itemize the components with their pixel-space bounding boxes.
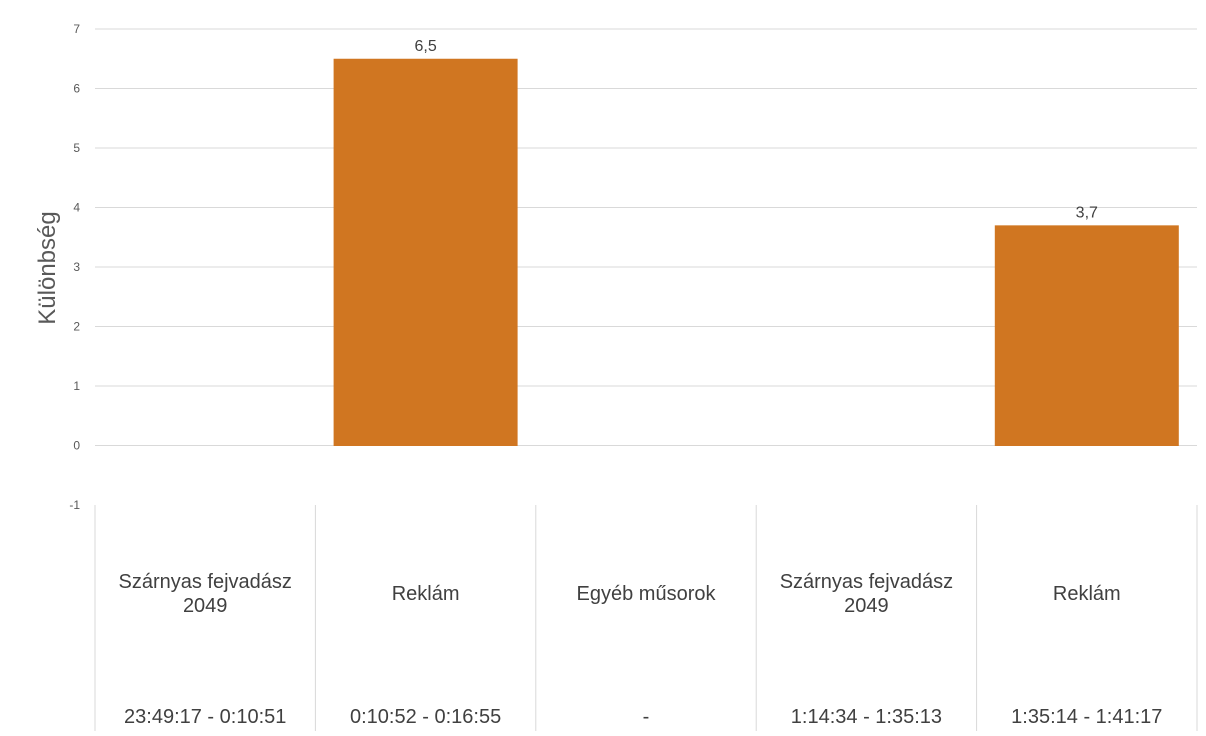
bar <box>333 58 518 446</box>
y-tick-label: 7 <box>73 22 80 36</box>
category-label: Reklám <box>1053 583 1121 605</box>
category-label: Szárnyas fejvadász 2049 <box>780 571 953 617</box>
category-time: 1:14:34 - 1:35:13 <box>791 706 942 728</box>
bar <box>994 225 1179 446</box>
category-time: 23:49:17 - 0:10:51 <box>124 706 286 728</box>
y-tick-label: 1 <box>73 379 80 393</box>
y-tick-label: 2 <box>73 320 80 334</box>
y-tick-label: 6 <box>73 82 80 96</box>
category-time: - <box>643 706 650 728</box>
category-label: Reklám <box>392 583 460 605</box>
y-tick-label: 5 <box>73 141 80 155</box>
data-label: 3,7 <box>1076 204 1098 221</box>
y-tick-label: 0 <box>73 439 80 453</box>
category-label: Szárnyas fejvadász 2049 <box>118 571 291 617</box>
y-tick-label: 4 <box>73 201 80 215</box>
category-label: Egyéb műsorok <box>577 583 717 605</box>
category-time: 0:10:52 - 0:16:55 <box>350 706 501 728</box>
y-tick-label: 3 <box>73 260 80 274</box>
y-tick-label: -1 <box>69 498 80 512</box>
data-label: 6,5 <box>414 38 436 55</box>
category-time: 1:35:14 - 1:41:17 <box>1011 706 1162 728</box>
y-axis-title: Különbség <box>34 211 61 324</box>
